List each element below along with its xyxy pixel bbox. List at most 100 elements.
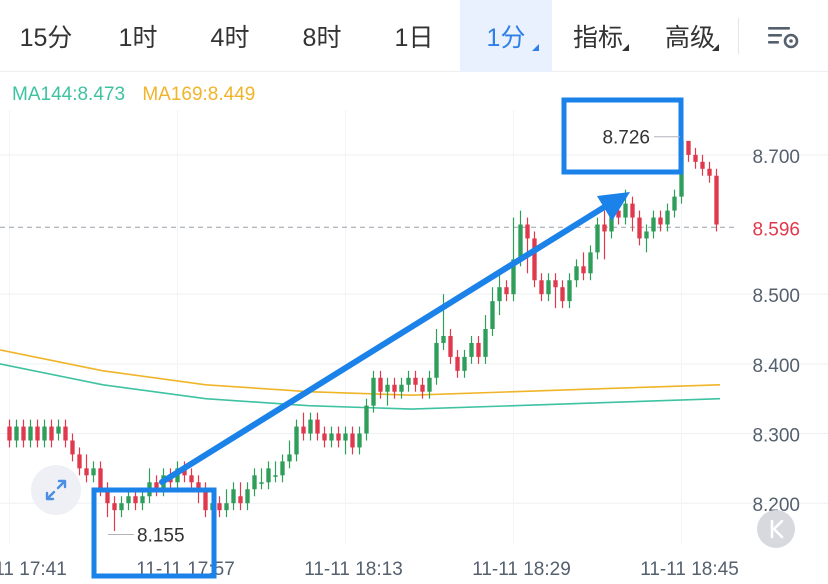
candle-body: [385, 384, 390, 392]
candle: [357, 426, 362, 455]
y-tick-label: 8.700: [752, 147, 800, 168]
candle-body: [42, 426, 47, 441]
candle-body: [686, 140, 691, 155]
candle-body: [553, 280, 558, 288]
tab-1d[interactable]: 1日: [368, 0, 460, 72]
candle: [581, 252, 586, 281]
dropdown-caret-icon: [532, 44, 539, 51]
candle: [147, 468, 152, 504]
candle-body: [616, 210, 621, 218]
current-price-label: 8.596: [752, 219, 800, 240]
tab-15min[interactable]: 15分: [0, 0, 92, 72]
candle-body: [574, 266, 579, 281]
candle-body: [420, 384, 425, 392]
candle-body: [539, 280, 544, 295]
candle: [133, 489, 138, 511]
candle-body: [77, 454, 82, 469]
candle: [434, 329, 439, 385]
candle-body: [140, 496, 145, 504]
settings-list-icon: [768, 27, 799, 49]
candle-body: [245, 489, 250, 504]
ma-lines: [0, 349, 721, 410]
tab-4h[interactable]: 4时: [184, 0, 276, 72]
candle-body: [182, 468, 187, 476]
candle-body: [546, 280, 551, 295]
candle-body: [301, 426, 306, 434]
candle: [49, 419, 54, 448]
candle: [637, 210, 642, 246]
candle-body: [84, 468, 89, 476]
candle-body: [609, 210, 614, 232]
candle: [301, 412, 306, 441]
tab-1min[interactable]: 1分: [460, 0, 552, 72]
candle-body: [623, 203, 628, 218]
candle: [700, 154, 705, 176]
candle: [406, 370, 411, 392]
candle: [294, 419, 299, 462]
candle-body: [581, 266, 586, 274]
tab-1h[interactable]: 1时: [92, 0, 184, 72]
candle: [525, 217, 530, 274]
candle: [490, 287, 495, 336]
candle: [112, 496, 117, 532]
candle: [21, 419, 26, 448]
tab-8h[interactable]: 8时: [276, 0, 368, 72]
candle: [140, 489, 145, 511]
expand-button[interactable]: [31, 465, 81, 515]
candle: [378, 370, 383, 399]
candle-body: [231, 489, 236, 504]
annotations: 8.155 8.726: [91, 97, 684, 579]
candle: [343, 426, 348, 455]
candle: [413, 370, 418, 392]
candle-body: [371, 377, 376, 406]
candle: [651, 210, 656, 239]
expand-arrows-icon: [45, 479, 67, 501]
candle: [350, 426, 355, 455]
candle-body: [126, 496, 131, 504]
candle: [469, 335, 474, 364]
candle: [371, 370, 376, 413]
tab-indicators[interactable]: 指标: [552, 0, 644, 72]
tab-label: 15分: [19, 24, 73, 52]
candle-body: [714, 175, 719, 225]
candle-body: [70, 440, 75, 455]
k-back-button[interactable]: [757, 510, 795, 548]
tab-advanced[interactable]: 高级: [644, 0, 736, 72]
chart-settings-button[interactable]: [738, 0, 828, 72]
candle: [35, 419, 40, 448]
candle: [455, 349, 460, 378]
candle: [665, 203, 670, 232]
divider: [738, 18, 739, 54]
candle-body: [315, 419, 320, 434]
chart-grid: [0, 110, 828, 545]
candle-body: [35, 426, 40, 441]
candle-body: [658, 217, 663, 225]
candle: [385, 377, 390, 406]
candle-body: [427, 377, 432, 392]
candle: [672, 189, 677, 218]
candle: [497, 273, 502, 316]
candle-body: [560, 287, 565, 302]
candle: [224, 489, 229, 518]
y-tick-label: 8.400: [752, 356, 800, 377]
x-tick-label: 11-11 18:29: [472, 559, 571, 580]
candle-body: [399, 384, 404, 392]
candle: [14, 419, 19, 448]
candle-body: [21, 426, 26, 441]
candle: [266, 461, 271, 490]
candle: [644, 224, 649, 253]
candle: [308, 412, 313, 441]
candle-body: [336, 433, 341, 441]
candle-body: [644, 231, 649, 239]
candle: [119, 496, 124, 518]
candle-body: [630, 203, 635, 218]
candle: [189, 468, 194, 490]
candle-body: [154, 482, 159, 490]
candle: [420, 377, 425, 399]
candle-body: [364, 405, 369, 434]
candle: [504, 280, 509, 302]
tab-label: 高级: [664, 24, 715, 52]
candle: [476, 335, 481, 364]
candle: [595, 217, 600, 260]
